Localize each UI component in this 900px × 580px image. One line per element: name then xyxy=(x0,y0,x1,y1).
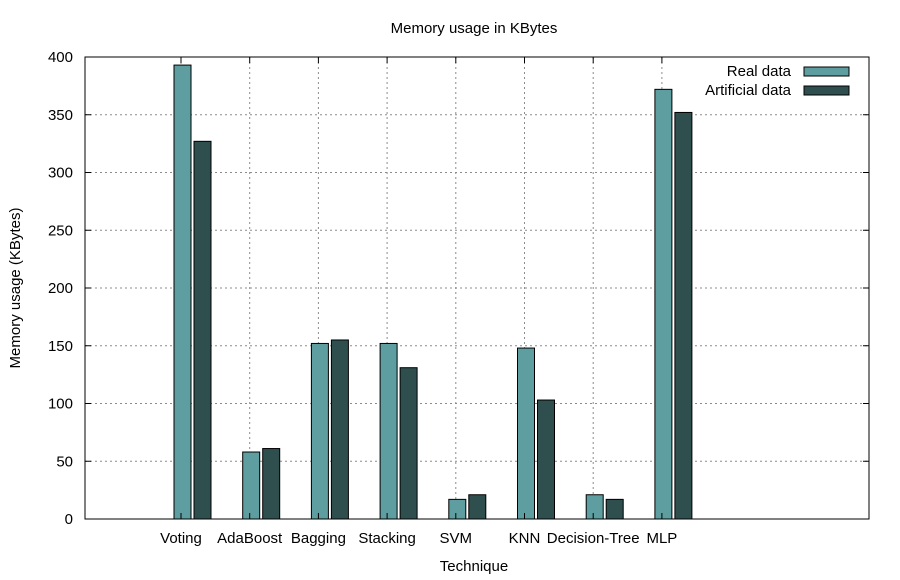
bar xyxy=(262,448,281,520)
legend-swatch xyxy=(803,85,850,96)
bar xyxy=(537,399,555,520)
bar xyxy=(242,451,261,520)
legend-label: Real data xyxy=(727,63,792,80)
x-tick-label: MLP xyxy=(646,530,677,547)
bar xyxy=(654,88,673,520)
y-tick-label: 250 xyxy=(48,222,73,239)
x-tick-label: SVM xyxy=(440,530,473,547)
y-axis-label: Memory usage (KBytes) xyxy=(7,208,24,369)
bar xyxy=(585,494,604,520)
bar xyxy=(674,111,693,520)
bar xyxy=(173,64,192,520)
y-tick-label: 50 xyxy=(56,453,73,470)
bar xyxy=(517,347,535,520)
y-axis: 0 50 100 150 200 250 300 350 400 xyxy=(48,49,869,528)
bar xyxy=(310,342,329,520)
y-tick-label: 400 xyxy=(48,49,73,66)
bar xyxy=(605,498,624,520)
x-tick-label: Voting xyxy=(160,530,202,547)
bar xyxy=(193,140,212,520)
y-tick-label: 300 xyxy=(48,165,73,182)
bars xyxy=(173,64,693,520)
y-tick-label: 200 xyxy=(48,280,73,297)
x-tick-label: KNN xyxy=(509,530,541,547)
x-axis: Voting AdaBoost Bagging Stacking SVM KNN Decis… xyxy=(160,57,677,547)
bar xyxy=(399,367,418,520)
chart-title: Memory usage in KBytes xyxy=(391,20,558,37)
bar xyxy=(379,342,398,520)
legend-label: Artificial data xyxy=(705,82,792,99)
bar xyxy=(468,494,487,520)
legend-swatch xyxy=(803,66,850,77)
y-tick-label: 350 xyxy=(48,107,73,124)
x-tick-label: Bagging xyxy=(291,530,346,547)
y-tick-label: 150 xyxy=(48,338,73,355)
x-axis-label: Technique xyxy=(440,558,508,575)
y-tick-label: 100 xyxy=(48,396,73,413)
x-tick-label: Stacking xyxy=(358,530,416,547)
x-tick-label: AdaBoost xyxy=(217,530,283,547)
bar xyxy=(330,339,349,520)
y-tick-label: 0 xyxy=(65,511,73,528)
x-tick-label: Decision-Tree xyxy=(547,530,640,547)
bar xyxy=(448,498,467,520)
legend: Real data Artificial data xyxy=(705,63,850,99)
